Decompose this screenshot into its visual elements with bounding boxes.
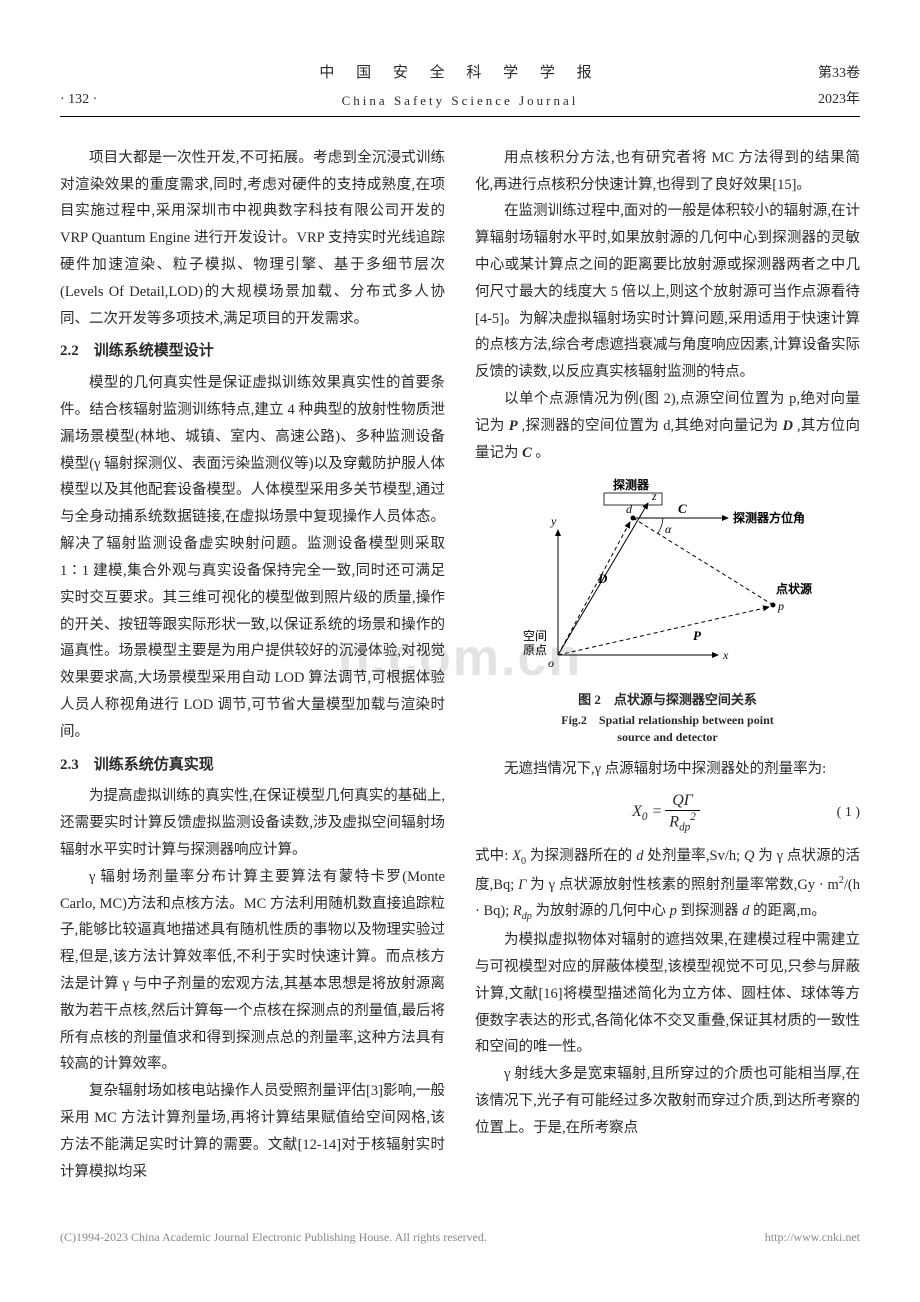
fig2-caption-en1: Fig.2 Spatial relationship between point <box>475 712 860 729</box>
axis-x-label: x <box>722 648 729 662</box>
vector-D: D <box>782 418 792 434</box>
para: 模型的几何真实性是保证虚拟训练效果真实性的首要条件。结合核辐射监测训练特点,建立… <box>60 370 445 745</box>
para: 在监测训练过程中,面对的一般是体积较小的辐射源,在计算辐射场辐射水平时,如果放射… <box>475 198 860 386</box>
volume: 第33卷 <box>760 61 860 87</box>
para: 项目大都是一次性开发,不可拓展。考虑到全沉浸式训练对渲染效果的重度需求,同时,考… <box>60 145 445 333</box>
axis-y-label: y <box>550 514 557 528</box>
alpha-label: α <box>665 522 672 536</box>
D-label: D <box>597 571 608 586</box>
journal-title-cn: 中 国 安 全 科 学 学 报 <box>160 60 760 88</box>
para: 无遮挡情况下,γ 点源辐射场中探测器处的剂量率为: <box>475 756 860 783</box>
para: 以单个点源情况为例(图 2),点源空间位置为 p,绝对向量记为 P ,探测器的空… <box>475 386 860 466</box>
vector-C: C <box>522 445 532 461</box>
vector-P: P <box>509 418 518 434</box>
axis-z-label: z <box>651 489 657 503</box>
para: 为提高虚拟训练的真实性,在保证模型几何真实的基础上,还需要实时计算反馈虚拟监测设… <box>60 783 445 863</box>
page-header: · 132 · 中 国 安 全 科 学 学 报 China Safety Sci… <box>60 60 860 117</box>
fig2-caption-en2: source and detector <box>475 729 860 746</box>
C-label: C <box>678 501 687 516</box>
body-columns: 项目大都是一次性开发,不可拓展。考虑到全沉浸式训练对渲染效果的重度需求,同时,考… <box>60 145 860 1186</box>
eq-number: ( 1 ) <box>837 800 860 826</box>
footer-url: http://www.cnki.net <box>765 1226 860 1248</box>
p-label: p <box>777 599 784 613</box>
copyright: (C)1994-2023 China Academic Journal Elec… <box>60 1226 487 1248</box>
para: 为模拟虚拟物体对辐射的遮挡效果,在建模过程中需建立与可视模型对应的屏蔽体模型,该… <box>475 927 860 1061</box>
d-label: d <box>626 502 633 516</box>
text: 。 <box>532 445 550 461</box>
para: 复杂辐射场如核电站操作人员受照剂量评估[3]影响,一般采用 MC 方法计算剂量场… <box>60 1078 445 1185</box>
figure-2: o x y z 空间 原点 d 探测器 C 探测器方位角 p 点状源 α <box>475 475 860 746</box>
page-number: · 132 · <box>60 87 160 113</box>
origin-label: 空间 <box>523 629 547 643</box>
P-label: P <box>693 628 702 643</box>
text: ,探测器的空间位置为 d,其绝对向量记为 <box>518 418 783 434</box>
para: 用点核积分方法,也有研究者将 MC 方法得到的结果简化,再进行点核积分快速计算,… <box>475 145 860 199</box>
detector-dir-label: 探测器方位角 <box>733 510 805 525</box>
origin-label-2: 原点 <box>523 643 547 657</box>
fig2-caption-cn: 图 2 点状源与探测器空间关系 <box>475 688 860 712</box>
point-source-label: 点状源 <box>776 581 812 596</box>
heading-2-3: 2.3 训练系统仿真实现 <box>60 752 445 780</box>
detector-label: 探测器 <box>613 477 650 492</box>
para: γ 射线大多是宽束辐射,且所穿过的介质也可能相当厚,在该情况下,光子有可能经过多… <box>475 1061 860 1141</box>
axis-origin-label: o <box>548 656 554 670</box>
para-eq-explain: 式中: X0 为探测器所在的 d 处剂量率,Sv/h; Q 为 γ 点状源的活度… <box>475 843 860 927</box>
page-footer: (C)1994-2023 China Academic Journal Elec… <box>60 1226 860 1248</box>
equation-1: X0 = QΓ Rdp2 ( 1 ) <box>475 791 860 835</box>
journal-title-en: China Safety Science Journal <box>160 89 760 113</box>
heading-2-2: 2.2 训练系统模型设计 <box>60 338 445 366</box>
para: γ 辐射场剂量率分布计算主要算法有蒙特卡罗(Monte Carlo, MC)方法… <box>60 864 445 1079</box>
year: 2023年 <box>760 87 860 113</box>
